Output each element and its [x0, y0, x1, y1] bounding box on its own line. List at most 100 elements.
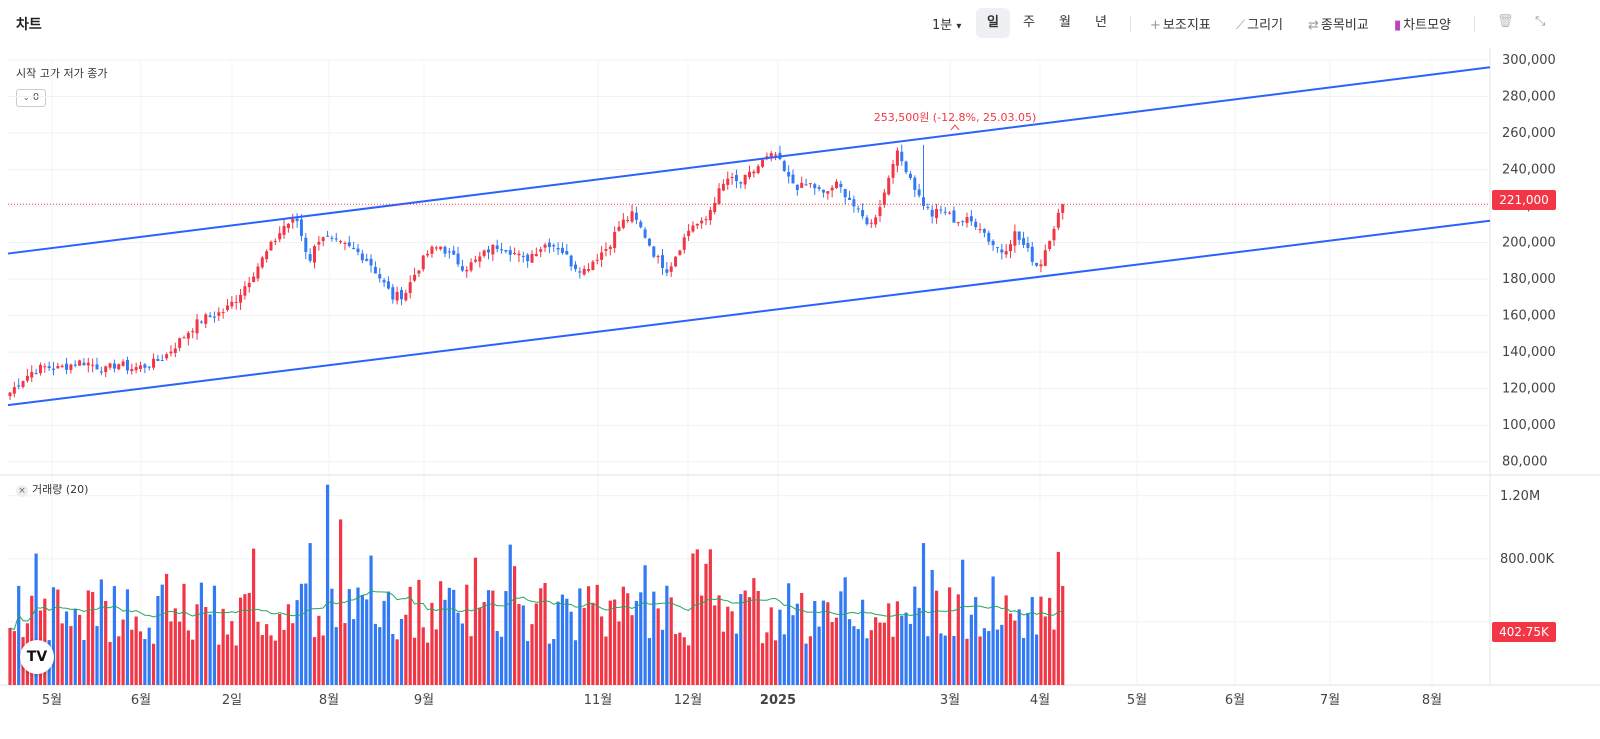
candles-icon: ▮	[1394, 18, 1402, 33]
volume-bar	[282, 629, 286, 685]
candle-body	[895, 150, 899, 166]
candle-body	[217, 312, 221, 316]
volume-bar	[830, 622, 834, 685]
candle-body	[574, 264, 577, 270]
volume-bar	[51, 587, 56, 685]
volume-bar	[656, 608, 660, 685]
volume-bar	[547, 643, 551, 685]
volume-bar	[247, 592, 251, 685]
volume-bar	[713, 605, 717, 685]
candle-body	[299, 219, 303, 236]
candle-body	[978, 229, 982, 231]
candle-body	[38, 364, 42, 374]
candle-body	[125, 360, 129, 371]
candle-body	[178, 338, 182, 348]
volume-bar	[378, 627, 382, 685]
candle-body	[478, 256, 482, 262]
volume-bar	[521, 605, 525, 685]
close-icon[interactable]: ×	[16, 485, 28, 497]
volume-bar	[934, 590, 939, 685]
volume-bar	[874, 617, 878, 685]
volume-bar	[952, 636, 956, 685]
timeframe-year[interactable]: 년	[1095, 15, 1107, 30]
volume-bar	[887, 603, 891, 685]
compare-button[interactable]: ⇄ 종목비교	[1308, 14, 1369, 33]
volume-bar	[556, 601, 560, 685]
candle-body	[961, 221, 965, 223]
tradingview-logo[interactable]: TV	[20, 640, 54, 674]
candle-body	[56, 366, 60, 369]
interval-dropdown[interactable]: 1분 ▾	[932, 14, 961, 33]
volume-bar	[747, 597, 752, 685]
volume-bar	[508, 544, 512, 685]
candle-body	[260, 257, 264, 268]
volume-bar	[447, 587, 451, 685]
candle-body	[160, 360, 164, 362]
legend-toggle[interactable]: ⌄ 0	[16, 89, 46, 107]
candle-body	[117, 364, 121, 370]
timeframe-week[interactable]: 주	[1023, 15, 1035, 30]
price-tick-label: 300,000	[1502, 53, 1556, 68]
candle-body	[521, 255, 525, 257]
volume-bar	[443, 599, 447, 685]
volume-bar	[795, 603, 799, 685]
candle-body	[34, 373, 38, 375]
timeframe-day[interactable]: 일	[976, 8, 1010, 38]
candle-body	[491, 244, 495, 255]
volume-bar	[91, 592, 95, 685]
volume-bar	[586, 586, 591, 685]
volume-bar	[534, 603, 538, 685]
volume-bar	[626, 593, 630, 685]
volume-bar	[439, 581, 443, 685]
volume-bar	[569, 611, 573, 685]
volume-bar	[312, 637, 317, 685]
chart-header: 차트 1분 ▾ 일 주 월 년 + 보조지표 ⟋ 그리기 ⇄ 종목비교 ▮ 차트모양 🗑…	[0, 0, 1600, 48]
volume-bar	[765, 632, 769, 685]
volume-bar	[669, 597, 673, 685]
candle-body	[417, 270, 421, 274]
candle-body	[43, 366, 47, 368]
candle-body	[687, 230, 691, 237]
candle-body	[848, 197, 852, 200]
timeframe-month[interactable]: 월	[1059, 15, 1071, 30]
compare-label: 종목비교	[1320, 18, 1369, 33]
candle-body	[1030, 246, 1034, 262]
chevron-down-icon: ▾	[956, 21, 962, 32]
chart-style-button[interactable]: ▮ 차트모양	[1394, 14, 1451, 33]
candle-body	[352, 247, 356, 249]
volume-bar	[617, 621, 621, 685]
draw-button[interactable]: ⟋ 그리기	[1236, 14, 1283, 33]
volume-bar	[673, 634, 678, 685]
volume-bar	[73, 608, 77, 685]
volume-bar	[495, 631, 499, 685]
candle-body	[695, 223, 699, 226]
candle-body	[52, 368, 55, 370]
trash-icon[interactable]: 🗑	[1497, 14, 1514, 29]
volume-bar	[269, 635, 273, 685]
candle-body	[147, 366, 151, 368]
volume-bar	[278, 613, 282, 685]
price-tick-label: 140,000	[1502, 345, 1556, 360]
candle-body	[782, 161, 786, 171]
volume-bar	[774, 640, 778, 685]
volume-bar	[138, 631, 143, 685]
collapse-icon[interactable]: ⤡	[1535, 14, 1546, 29]
candle-body	[234, 301, 238, 303]
volume-bar	[1052, 629, 1056, 685]
candle-body	[678, 250, 682, 255]
volume-bar	[700, 595, 704, 685]
volume-bar	[165, 573, 169, 685]
volume-bar	[565, 598, 569, 685]
candle-body	[882, 192, 886, 205]
candle-body	[86, 362, 90, 366]
time-tick-label: 4월	[1030, 693, 1050, 708]
volume-bar	[252, 548, 256, 685]
volume-bar	[134, 616, 138, 685]
volume-bar	[373, 623, 377, 685]
candle-body	[652, 246, 656, 257]
indicator-button[interactable]: + 보조지표	[1150, 14, 1211, 33]
candle-body	[713, 202, 717, 213]
candle-body	[669, 266, 673, 272]
volume-bar	[526, 641, 530, 685]
